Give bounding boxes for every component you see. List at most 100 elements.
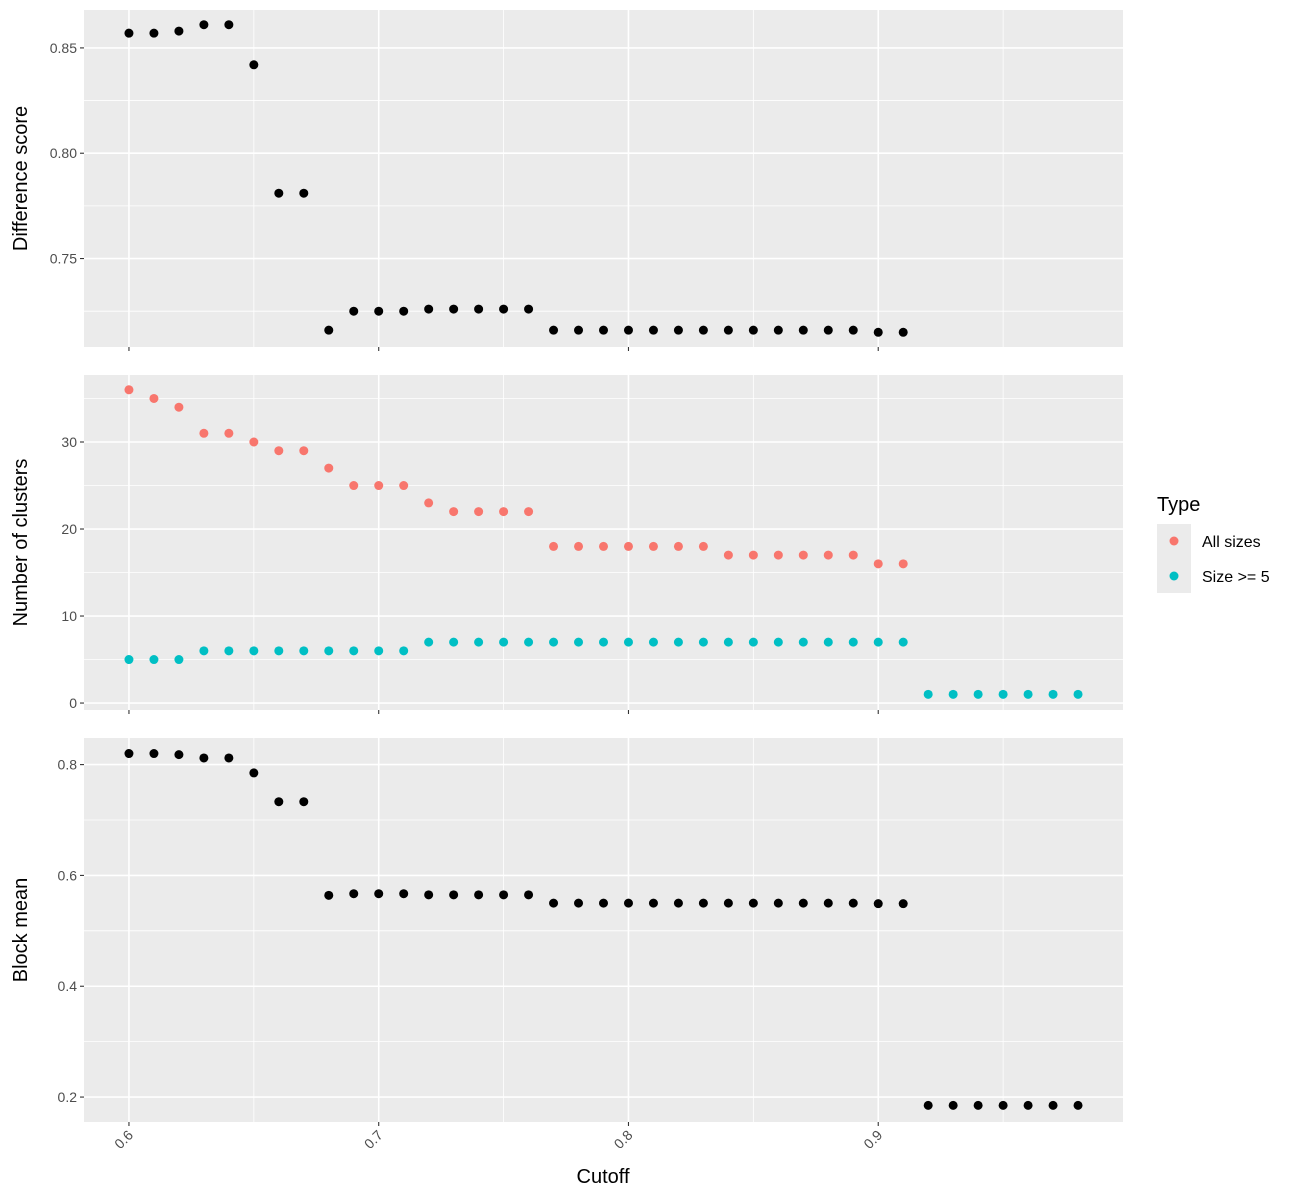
data-point (374, 306, 384, 316)
data-point (399, 646, 409, 656)
data-point (174, 402, 184, 412)
data-point (174, 26, 184, 36)
legend-label-size-ge-5: Size >= 5 (1202, 569, 1270, 586)
data-point (873, 899, 883, 909)
data-point (648, 637, 658, 647)
legend-key-all-sizes (1169, 536, 1179, 546)
data-point (873, 327, 883, 337)
data-point (848, 550, 858, 560)
data-point (599, 898, 608, 908)
data-point (698, 541, 708, 551)
data-point (623, 637, 633, 647)
data-point (923, 689, 933, 699)
data-point (449, 637, 459, 647)
data-point (648, 325, 658, 335)
data-point (898, 899, 908, 909)
data-point (199, 753, 209, 763)
panel-background (84, 738, 1123, 1122)
data-point (748, 550, 758, 560)
data-point (973, 689, 983, 699)
data-point (374, 889, 384, 899)
data-point (299, 446, 309, 456)
x-tick-label: 0.6 (111, 1127, 136, 1152)
data-point (1023, 1100, 1033, 1110)
data-point (673, 898, 683, 908)
data-point (823, 898, 833, 908)
data-point (299, 797, 309, 807)
data-point (449, 890, 459, 900)
data-point (424, 890, 434, 900)
y-tick-label: 0.8 (58, 757, 78, 773)
panel-1: 0.75 0.80 0.85 Difference score (10, 10, 1123, 351)
data-point (224, 753, 234, 763)
panels-layer: 0.75 0.80 0.85 Difference score 0 10 20 30 Numbe… (10, 10, 1123, 1152)
data-point (1073, 1100, 1083, 1110)
data-point (499, 637, 509, 647)
data-point (698, 637, 708, 647)
data-point (324, 646, 334, 656)
data-point (149, 749, 159, 759)
data-point (374, 481, 384, 491)
data-point (474, 637, 484, 647)
y-axis-title: Number of clusters (10, 459, 32, 627)
panel-background (84, 10, 1123, 347)
data-point (1073, 689, 1083, 699)
data-point (149, 393, 159, 403)
data-point (274, 646, 284, 656)
data-point (324, 463, 334, 473)
y-tick-label: 20 (61, 521, 77, 537)
data-point (524, 304, 534, 314)
data-point (773, 550, 783, 560)
legend-key-size-ge-5 (1169, 571, 1179, 581)
data-point (149, 28, 159, 38)
data-point (599, 541, 608, 551)
x-tick-label: 0.7 (361, 1127, 386, 1152)
data-point (424, 498, 434, 508)
data-point (748, 325, 758, 335)
y-tick-label: 0.80 (50, 145, 77, 161)
x-tick-label: 0.8 (611, 1127, 636, 1152)
y-tick-label: 10 (61, 608, 77, 624)
data-point (599, 325, 608, 335)
y-tick-label: 0.4 (58, 978, 78, 994)
data-point (773, 637, 783, 647)
data-point (299, 646, 309, 656)
panel-2: 0 10 20 30 Number of clusters (10, 375, 1123, 714)
data-point (623, 541, 633, 551)
data-point (723, 325, 733, 335)
data-point (723, 637, 733, 647)
data-point (549, 898, 559, 908)
data-point (299, 188, 309, 198)
data-point (1048, 1100, 1058, 1110)
panel-3: 0.2 0.4 0.6 0.8 Block mean (10, 738, 1123, 1126)
data-point (249, 768, 259, 778)
data-point (549, 637, 559, 647)
data-point (873, 559, 883, 569)
data-point (474, 304, 484, 314)
data-point (549, 325, 559, 335)
y-tick-label: 30 (61, 434, 77, 450)
data-point (524, 890, 534, 900)
data-point (823, 325, 833, 335)
data-point (848, 898, 858, 908)
data-point (574, 898, 584, 908)
data-point (998, 1100, 1008, 1110)
data-point (648, 541, 658, 551)
data-point (524, 507, 534, 517)
data-point (648, 898, 658, 908)
data-point (873, 637, 883, 647)
data-point (698, 325, 708, 335)
data-point (748, 898, 758, 908)
data-point (224, 646, 234, 656)
data-point (324, 890, 334, 900)
data-point (249, 437, 259, 447)
data-point (499, 304, 509, 314)
y-tick-label: 0.2 (58, 1089, 78, 1105)
data-point (274, 797, 284, 807)
data-point (773, 898, 783, 908)
data-point (424, 637, 434, 647)
data-point (349, 306, 359, 316)
data-point (249, 646, 259, 656)
data-point (399, 306, 409, 316)
